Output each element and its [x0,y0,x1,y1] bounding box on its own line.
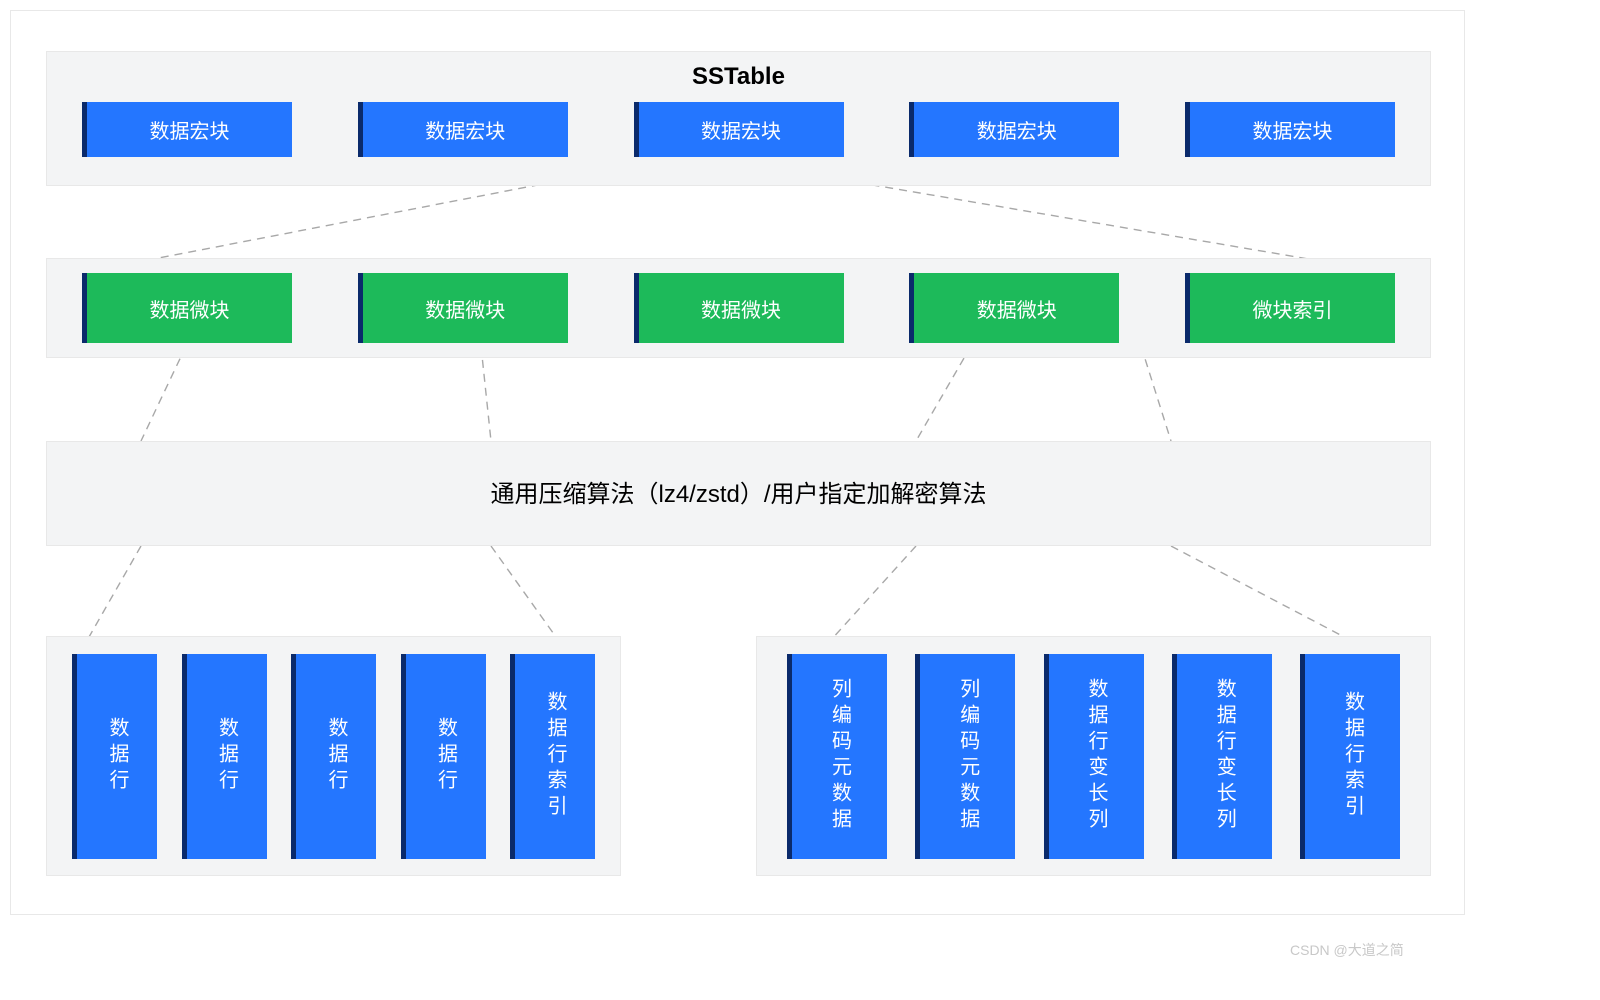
diagram-frame: SSTable 数据宏块数据宏块数据宏块数据宏块数据宏块 数据微块数据微块数据微… [10,10,1465,915]
compression-text: 通用压缩算法（lz4/zstd）/用户指定加解密算法 [47,442,1430,547]
macro-block: 数据宏块 [358,102,568,157]
column-block: 列编码元数据 [787,654,887,859]
data-row-block: 数据行 [401,654,486,859]
data-row-block: 数据行 [182,654,267,859]
macro-block: 数据宏块 [909,102,1119,157]
macro-panel: 数据微块数据微块数据微块数据微块微块索引 [46,258,1431,358]
micro-block: 微块索引 [1185,273,1395,343]
column-block: 数据行变长列 [1172,654,1272,859]
row-data-panel: 数据行数据行数据行数据行数据行索引 [46,636,621,876]
sstable-blocks-row: 数据宏块 数据宏块 数据宏块 数据宏块 数据宏块 [47,102,1430,157]
column-block: 列编码元数据 [915,654,1015,859]
sstable-title: SSTable [47,52,1430,102]
macro-blocks-row: 数据微块数据微块数据微块数据微块微块索引 [47,259,1430,357]
compression-panel: 通用压缩算法（lz4/zstd）/用户指定加解密算法 [46,441,1431,546]
micro-block: 数据微块 [82,273,292,343]
macro-block: 数据宏块 [1185,102,1395,157]
data-row-block: 数据行 [291,654,376,859]
micro-block: 数据微块 [634,273,844,343]
macro-block: 数据宏块 [634,102,844,157]
watermark: CSDN @大道之简 [1290,940,1404,960]
sstable-panel: SSTable 数据宏块 数据宏块 数据宏块 数据宏块 数据宏块 [46,51,1431,186]
micro-block: 数据微块 [358,273,568,343]
micro-block: 数据微块 [909,273,1119,343]
column-block: 数据行变长列 [1044,654,1144,859]
column-data-panel: 列编码元数据列编码元数据数据行变长列数据行变长列数据行索引 [756,636,1431,876]
macro-block: 数据宏块 [82,102,292,157]
data-row-block: 数据行 [72,654,157,859]
data-row-block: 数据行索引 [510,654,595,859]
column-block: 数据行索引 [1300,654,1400,859]
